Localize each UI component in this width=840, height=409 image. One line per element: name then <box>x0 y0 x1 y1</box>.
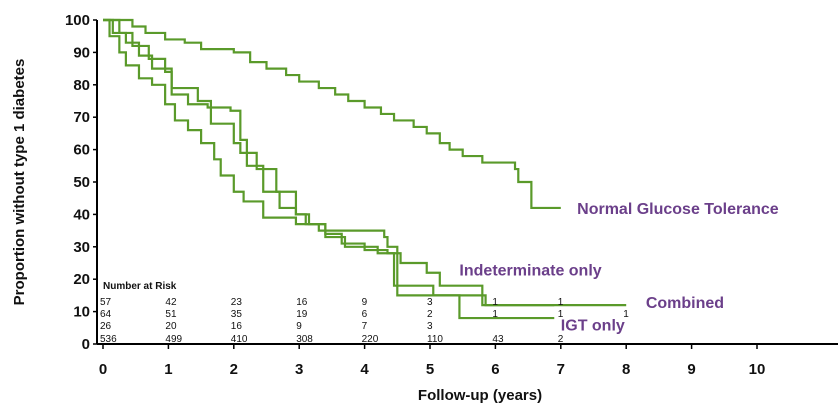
risk-table-cell: 3 <box>427 321 433 332</box>
x-tick-label: 4 <box>360 361 369 378</box>
risk-table-cell: 16 <box>231 321 243 332</box>
series-group <box>103 18 627 320</box>
x-tick-label: 1 <box>164 361 172 378</box>
x-tick-label: 8 <box>622 361 630 378</box>
risk-table-cell: 1 <box>558 309 564 320</box>
x-tick-label: 2 <box>230 361 238 378</box>
risk-table-cell: 43 <box>492 334 504 345</box>
risk-table-cell: 23 <box>231 297 243 308</box>
risk-table-cell: 9 <box>296 321 302 332</box>
risk-table-cell: 220 <box>362 334 379 345</box>
x-tick-label: 6 <box>491 361 499 378</box>
y-tick-label: 60 <box>73 142 90 159</box>
risk-table-cell: 20 <box>165 321 177 332</box>
risk-table-cell: 7 <box>362 321 368 332</box>
risk-table-cell: 16 <box>296 297 308 308</box>
series-label: Indeterminate only <box>459 262 601 279</box>
y-tick-label: 90 <box>73 44 90 61</box>
risk-table-cell: 26 <box>100 321 112 332</box>
series-label: Normal Glucose Tolerance <box>577 201 779 218</box>
x-tick-label: 0 <box>99 361 107 378</box>
risk-table-cell: 499 <box>165 334 182 345</box>
series-line-normal-glucose-tolerance <box>103 18 561 210</box>
y-tick-label: 0 <box>82 336 90 353</box>
y-tick-label: 80 <box>73 77 90 94</box>
y-axis-title: Proportion without type 1 diabetes <box>11 59 28 306</box>
x-axis-title: Follow-up (years) <box>418 387 542 404</box>
y-tick-label: 100 <box>65 12 90 29</box>
series-labels-group: Normal Glucose Tolerance Indeterminate on… <box>459 201 778 335</box>
risk-table-cell: 2 <box>427 309 433 320</box>
risk-table-cell: 57 <box>100 297 112 308</box>
y-tick-label: 70 <box>73 109 90 126</box>
risk-table-cell: 1 <box>492 297 498 308</box>
series-label: Combined <box>646 295 724 312</box>
risk-table-cell: 19 <box>296 309 308 320</box>
risk-table-cell: 35 <box>231 309 243 320</box>
y-tick-label: 30 <box>73 239 90 256</box>
series-line-indeterminate-only <box>103 18 627 307</box>
risk-table-cell: 6 <box>362 309 368 320</box>
risk-table-cell: 1 <box>492 309 498 320</box>
x-tick-label: 3 <box>295 361 303 378</box>
y-tick-label: 20 <box>73 271 90 288</box>
risk-table-title: Number at Risk <box>103 281 177 292</box>
risk-table-cell: 9 <box>362 297 368 308</box>
x-tick-label: 9 <box>687 361 695 378</box>
risk-table-cell: 110 <box>427 334 443 345</box>
x-tick-label: 10 <box>749 361 766 378</box>
risk-table-cell: 2 <box>558 334 564 345</box>
risk-table-cell: 64 <box>100 309 112 320</box>
risk-table-cell: 51 <box>165 309 177 320</box>
y-tick-label: 50 <box>73 174 90 191</box>
risk-table-cell: 1 <box>623 309 629 320</box>
risk-table-cell: 3 <box>427 297 433 308</box>
risk-table-cell: 410 <box>231 334 248 345</box>
risk-table-cell: 42 <box>165 297 177 308</box>
x-tick-label: 7 <box>557 361 565 378</box>
y-tick-label: 40 <box>73 206 90 223</box>
x-tick-label: 5 <box>426 361 434 378</box>
series-line-igt-only <box>103 18 555 320</box>
risk-table-cell: 1 <box>558 297 564 308</box>
y-tick-label: 10 <box>73 304 90 321</box>
series-line-combined <box>103 18 555 307</box>
risk-table-cell: 536 <box>100 334 117 345</box>
series-label: IGT only <box>561 318 625 335</box>
risk-table-cell: 308 <box>296 334 313 345</box>
